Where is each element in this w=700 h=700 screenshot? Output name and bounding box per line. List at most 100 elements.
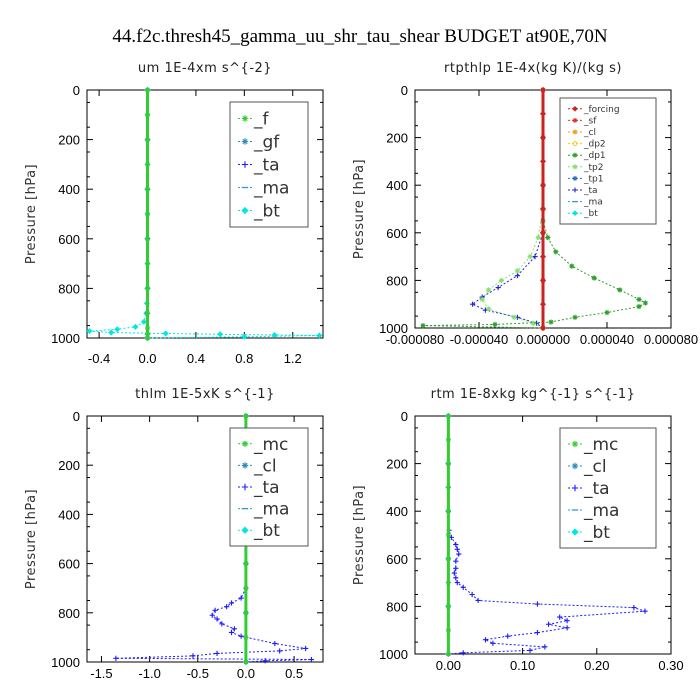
data-point xyxy=(486,306,492,312)
data-point xyxy=(420,323,426,329)
data-point xyxy=(243,413,249,419)
data-point xyxy=(144,87,151,93)
y-tick-label: 400 xyxy=(58,507,80,522)
y-axis-label: Pressure [hPa] xyxy=(24,489,39,589)
x-tick-label: 1.2 xyxy=(284,351,302,366)
data-point xyxy=(308,656,315,663)
legend-marker xyxy=(571,528,579,536)
data-point xyxy=(617,287,623,293)
y-tick-label: 0 xyxy=(73,409,80,424)
data-point xyxy=(492,321,498,328)
data-point xyxy=(453,575,459,581)
y-tick-label: 600 xyxy=(58,557,80,572)
legend-marker xyxy=(241,115,249,122)
data-point xyxy=(144,335,151,341)
data-point xyxy=(316,332,323,339)
legend-label: _bt xyxy=(583,209,598,219)
legend-label: _tp1 xyxy=(583,174,603,184)
y-tick-label: 0 xyxy=(401,83,408,98)
data-point xyxy=(539,205,547,213)
legend-marker xyxy=(241,462,249,469)
legend-marker xyxy=(572,129,578,135)
data-point xyxy=(190,653,196,659)
series-tp2 xyxy=(479,87,546,331)
legend-marker xyxy=(572,105,578,112)
data-point xyxy=(212,607,218,613)
data-point xyxy=(532,254,538,260)
data-point xyxy=(144,161,151,167)
legend-label: _cl xyxy=(583,128,596,138)
data-point xyxy=(557,614,563,620)
legend-label: _ma xyxy=(583,501,619,521)
data-point xyxy=(453,558,459,564)
y-tick-label: 1000 xyxy=(51,655,80,670)
data-point xyxy=(231,626,237,632)
data-point xyxy=(445,508,451,514)
data-point xyxy=(482,637,489,643)
data-point xyxy=(569,263,575,269)
y-tick-label: 400 xyxy=(386,178,408,193)
data-point xyxy=(209,612,215,618)
y-tick-label: 1000 xyxy=(51,331,80,346)
data-point xyxy=(636,303,642,310)
data-point xyxy=(539,86,547,94)
data-point xyxy=(140,318,147,325)
data-point xyxy=(604,309,610,316)
data-point xyxy=(238,595,244,601)
legend-label: _cl xyxy=(253,456,277,476)
chart-panels: um 1E-4xm s^{-2} Pressure [hPa] 0 200 400 600… xyxy=(24,61,698,681)
data-point xyxy=(144,211,151,217)
data-point xyxy=(262,658,268,664)
y-axis-label: Pressure [hPa] xyxy=(352,485,367,585)
legend-label: _bt xyxy=(583,523,610,543)
data-point xyxy=(445,651,451,657)
panel-title: um 1E-4xm s^{-2} xyxy=(138,61,272,76)
data-point xyxy=(527,647,533,654)
legend-label: _mc xyxy=(253,435,288,455)
y-tick-label: 0 xyxy=(73,83,80,98)
data-point xyxy=(243,659,249,665)
y-tick-label: 1000 xyxy=(379,647,408,662)
legend-marker xyxy=(572,187,578,193)
data-point xyxy=(495,284,501,291)
legend-label: _sf xyxy=(583,116,597,126)
x-tick-label: 0.000040 xyxy=(580,332,634,347)
data-point xyxy=(445,603,451,609)
data-point xyxy=(144,325,151,331)
legend-label: _tp2 xyxy=(583,163,603,173)
data-point xyxy=(539,301,547,308)
legend-marker xyxy=(241,161,249,168)
legend-label: _f xyxy=(253,110,270,130)
chart-panel-4: rtm 1E-8xkg kg^{-1} s^{-1} Pressure [hPa]… xyxy=(352,387,684,673)
data-point xyxy=(243,585,249,591)
data-point xyxy=(132,323,139,330)
series-line xyxy=(471,90,544,329)
y-tick-label: 400 xyxy=(386,504,408,519)
chart-panel-3: thlm 1E-5xK s^{-1} Pressure [hPa] 0 200 400 6… xyxy=(24,387,324,681)
y-tick-label: 1000 xyxy=(379,321,408,336)
x-tick-label: 0.30 xyxy=(658,658,683,673)
y-tick-label: 200 xyxy=(386,131,408,146)
data-point xyxy=(445,580,451,586)
legend-label: _ma xyxy=(253,500,289,520)
data-point xyxy=(217,331,224,338)
legend-label: _dp2 xyxy=(583,140,606,150)
data-point xyxy=(144,112,151,118)
legend-marker xyxy=(241,138,249,145)
legend-label: _ta xyxy=(253,156,280,176)
y-tick-label: 200 xyxy=(58,133,80,148)
data-point xyxy=(545,621,552,627)
data-point xyxy=(228,600,235,606)
data-point xyxy=(469,591,475,598)
legend-label: _gf xyxy=(253,133,280,153)
data-point xyxy=(224,604,230,610)
data-point xyxy=(108,329,115,336)
data-point xyxy=(86,328,93,335)
data-point xyxy=(445,532,451,538)
data-point xyxy=(241,333,248,340)
data-point xyxy=(642,608,648,614)
x-tick-label: 0.10 xyxy=(510,658,535,673)
data-point xyxy=(454,546,460,552)
legend-marker xyxy=(241,206,249,215)
legend-marker xyxy=(571,440,579,448)
